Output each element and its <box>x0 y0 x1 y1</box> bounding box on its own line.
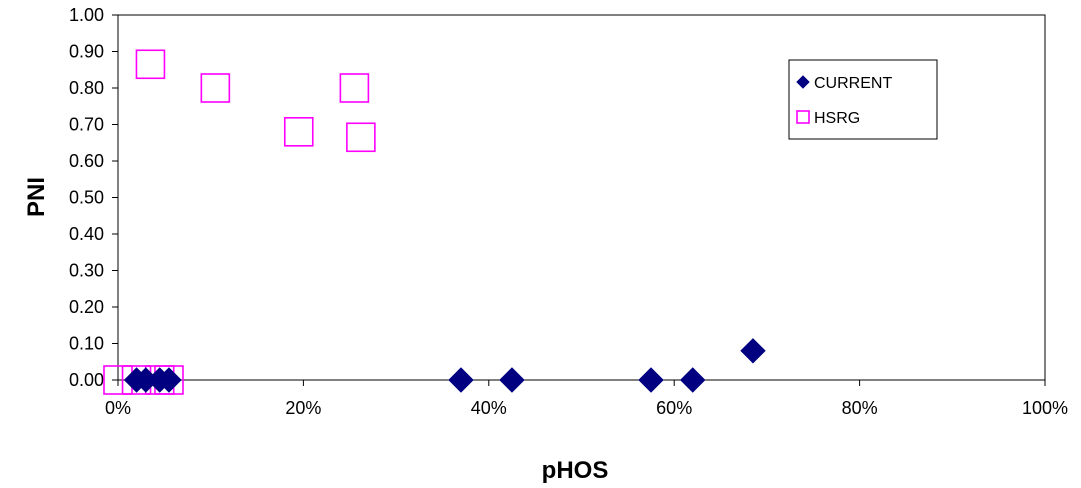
hsrg-point <box>339 73 370 103</box>
current-point <box>638 367 664 393</box>
current-point <box>156 367 182 393</box>
hsrg-point <box>135 49 166 80</box>
y-tick-label: 0.60 <box>69 151 104 171</box>
legend-hsrg-marker <box>796 110 810 124</box>
x-tick-label: 0% <box>105 398 131 418</box>
y-tick-label: 0.90 <box>69 42 104 62</box>
x-tick-label: 100% <box>1022 398 1068 418</box>
x-axis: 0% 20% 40% 60% 80% 100% <box>105 380 1068 418</box>
legend-label: CURRENT <box>814 75 892 92</box>
y-tick-label: 0.40 <box>69 224 104 244</box>
y-tick-label: 0.80 <box>69 78 104 98</box>
x-tick-label: 40% <box>471 398 507 418</box>
x-tick-label: 80% <box>842 398 878 418</box>
y-tick-label: 0.20 <box>69 297 104 317</box>
current-point <box>499 367 525 393</box>
y-tick-label: 0.00 <box>69 370 104 390</box>
current-point <box>680 367 706 393</box>
y-axis: 0.00 0.10 0.20 0.30 0.40 0.50 0.60 0.70 0.80 0.90… <box>69 5 118 390</box>
x-axis-title: pHOS <box>542 457 609 484</box>
current-point <box>740 338 766 364</box>
y-tick-label: 1.00 <box>69 5 104 25</box>
hsrg-point <box>283 117 314 147</box>
x-tick-label: 60% <box>656 398 692 418</box>
y-tick-label: 0.50 <box>69 188 104 208</box>
data-points <box>103 49 766 395</box>
y-tick-label: 0.30 <box>69 261 104 281</box>
x-tick-label: 20% <box>285 398 321 418</box>
y-tick-label: 0.10 <box>69 334 104 354</box>
legend: CURRENT HSRG <box>788 59 938 140</box>
legend-box <box>788 59 938 140</box>
legend-label: HSRG <box>814 110 860 127</box>
y-tick-label: 0.70 <box>69 115 104 135</box>
legend-current-marker <box>796 75 810 89</box>
y-axis-title: PNI <box>23 177 50 217</box>
hsrg-point <box>200 73 231 103</box>
current-point <box>448 367 474 393</box>
hsrg-point <box>346 122 376 153</box>
